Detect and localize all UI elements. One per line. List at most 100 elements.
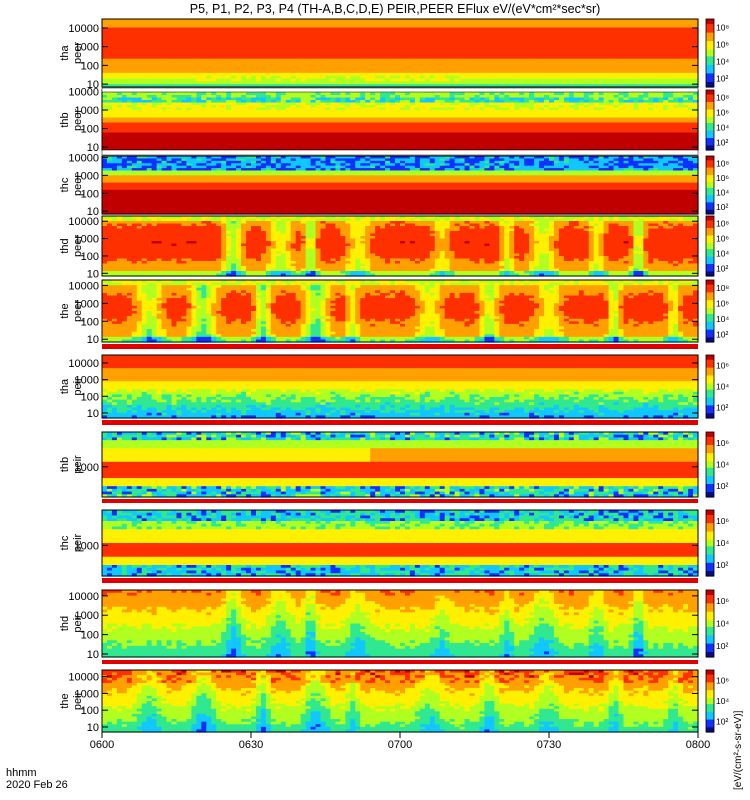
- heatmap-cell: [489, 30, 495, 34]
- heatmap-cell: [449, 36, 456, 40]
- heatmap-cell: [499, 24, 505, 29]
- heatmap-cell: [221, 84, 227, 88]
- heatmap-cell: [181, 33, 188, 37]
- heatmap-cell: [201, 50, 207, 54]
- heatmap-cell: [236, 61, 242, 65]
- heatmap-cell: [429, 70, 436, 74]
- heatmap-cell: [335, 24, 341, 29]
- heatmap-cell: [211, 24, 217, 29]
- heatmap-cell: [171, 55, 178, 60]
- heatmap-cell: [275, 58, 282, 63]
- heatmap-cell: [479, 64, 486, 68]
- heatmap-cell: [206, 36, 212, 40]
- heatmap-cell: [231, 19, 237, 23]
- heatmap-cell: [156, 30, 163, 34]
- heatmap-cell: [141, 67, 148, 71]
- heatmap-cell: [295, 75, 302, 80]
- heatmap-cell: [270, 19, 277, 23]
- heatmap-cell: [439, 81, 446, 85]
- heatmap-cell: [434, 55, 441, 60]
- heatmap-cell: [290, 38, 297, 43]
- heatmap-cell: [325, 70, 332, 74]
- heatmap-cell: [325, 53, 332, 57]
- heatmap-cell: [370, 84, 376, 88]
- heatmap-cell: [285, 84, 292, 88]
- heatmap-cell: [206, 24, 212, 29]
- heatmap-cell: [355, 78, 361, 82]
- heatmap-cell: [444, 33, 451, 37]
- heatmap-cell: [305, 64, 312, 68]
- heatmap-cell: [444, 44, 451, 48]
- heatmap-cell: [439, 36, 446, 40]
- heatmap-cell: [285, 30, 292, 34]
- heatmap-cell: [111, 75, 118, 80]
- heatmap-cell: [295, 72, 302, 77]
- heatmap-cell: [136, 19, 143, 23]
- heatmap-cell: [146, 75, 153, 80]
- heatmap-cell: [365, 67, 371, 71]
- heatmap-cell: [534, 47, 540, 51]
- heatmap-cell: [285, 70, 292, 74]
- heatmap-cell: [161, 55, 168, 60]
- heatmap-cell: [265, 78, 272, 82]
- heatmap-cell: [295, 84, 302, 88]
- heatmap-cell: [106, 50, 113, 54]
- heatmap-cell: [385, 78, 391, 82]
- heatmap-cell: [211, 41, 217, 46]
- heatmap-cell: [434, 64, 441, 68]
- heatmap-cell: [211, 70, 217, 74]
- heatmap-cell: [196, 67, 202, 71]
- heatmap-cell: [464, 61, 471, 65]
- heatmap-cell: [375, 30, 381, 34]
- heatmap-cell: [424, 30, 431, 34]
- heatmap-cell: [191, 21, 197, 26]
- heatmap-cell: [370, 50, 376, 54]
- heatmap-cell: [310, 81, 317, 85]
- heatmap-cell: [226, 30, 232, 34]
- heatmap-cell: [400, 21, 406, 26]
- heatmap-cell: [529, 21, 535, 26]
- heatmap-cell: [146, 21, 153, 26]
- heatmap-cell: [365, 19, 371, 23]
- heatmap-cell: [365, 64, 371, 68]
- heatmap-cell: [290, 64, 297, 68]
- heatmap-cell: [474, 41, 481, 46]
- heatmap-cell: [146, 27, 153, 31]
- heatmap-cell: [524, 75, 530, 80]
- heatmap-cell: [201, 70, 207, 74]
- heatmap-cell: [126, 64, 133, 68]
- heatmap-cell: [265, 72, 272, 77]
- heatmap-cell: [529, 33, 535, 37]
- colorbar-tick-label: 10⁶: [716, 40, 729, 50]
- heatmap-cell: [131, 36, 138, 40]
- heatmap-cell: [251, 67, 257, 71]
- heatmap-cell: [151, 44, 158, 48]
- heatmap-cell: [459, 53, 466, 57]
- heatmap-cell: [484, 75, 490, 80]
- heatmap-cell: [211, 78, 217, 82]
- heatmap-cell: [514, 38, 520, 43]
- heatmap-cell: [280, 67, 287, 71]
- heatmap-cell: [469, 47, 476, 51]
- heatmap-cell: [221, 33, 227, 37]
- heatmap-cell: [330, 53, 337, 57]
- heatmap-cell: [206, 75, 212, 80]
- heatmap-cell: [211, 36, 217, 40]
- heatmap-cell: [156, 24, 163, 29]
- heatmap-cell: [151, 78, 158, 82]
- heatmap-cell: [221, 64, 227, 68]
- heatmap-cell: [434, 33, 441, 37]
- heatmap-cell: [136, 44, 143, 48]
- heatmap-cell: [539, 24, 545, 29]
- heatmap-cell: [251, 36, 257, 40]
- heatmap-cell: [196, 53, 202, 57]
- heatmap-cell: [270, 44, 277, 48]
- heatmap-cell: [459, 30, 466, 34]
- heatmap-cell: [290, 19, 297, 23]
- heatmap-cell: [275, 44, 282, 48]
- heatmap-cell: [409, 72, 416, 77]
- heatmap-cell: [226, 61, 232, 65]
- heatmap-cell: [102, 33, 108, 37]
- heatmap-cell: [390, 58, 396, 63]
